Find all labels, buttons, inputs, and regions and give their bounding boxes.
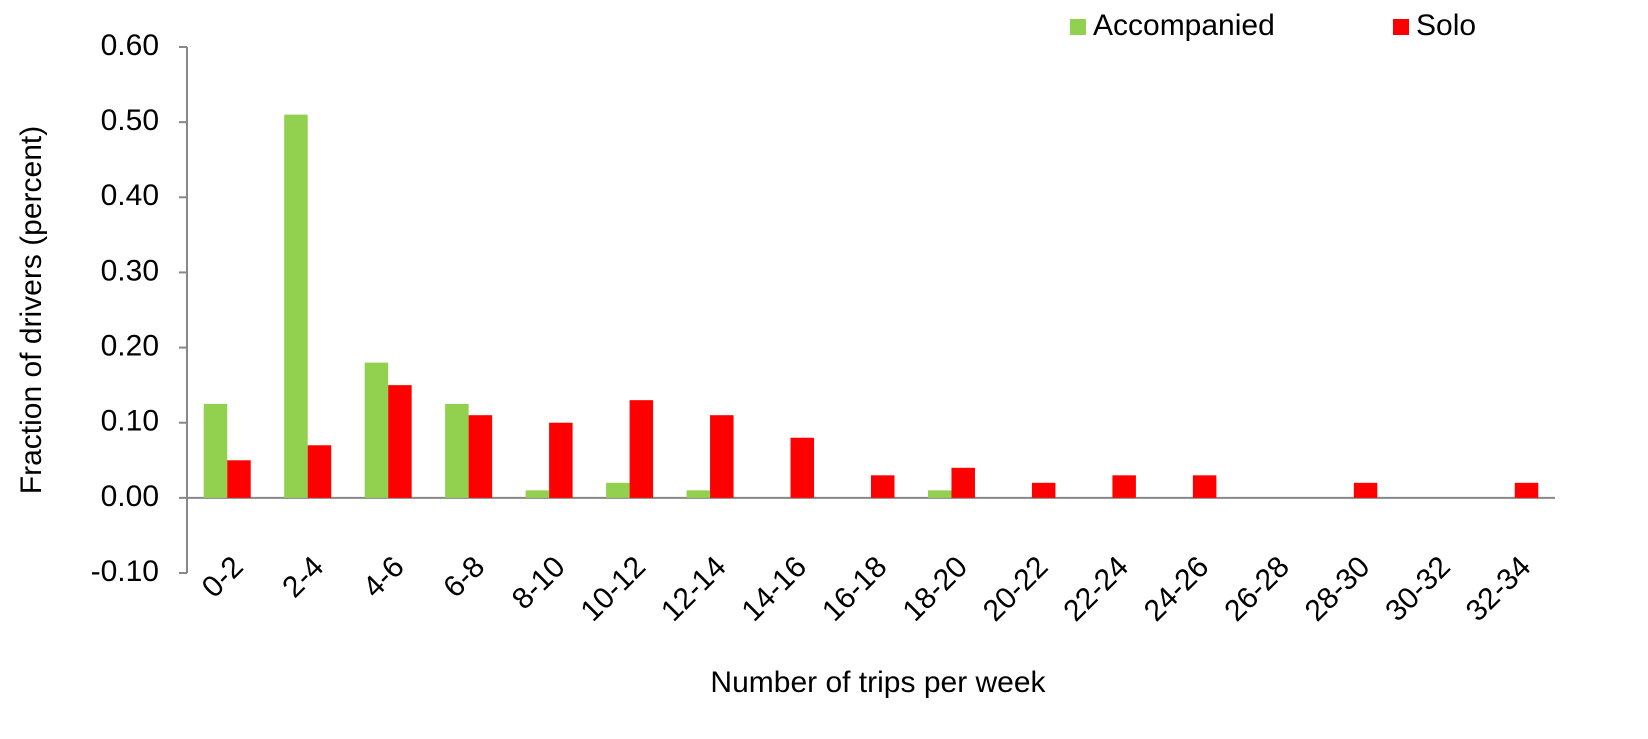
- x-tick-label: 12-14: [655, 550, 733, 628]
- y-tick-label: 0.10: [101, 405, 159, 438]
- x-tick-label: 24-26: [1138, 550, 1216, 628]
- x-tick-label: 30-32: [1379, 550, 1457, 628]
- x-tick-label: 26-28: [1218, 550, 1296, 628]
- bar: [284, 114, 308, 498]
- x-tick-label: 32-34: [1460, 550, 1538, 628]
- y-tick-label: -0.10: [91, 555, 159, 588]
- x-tick-label: 28-30: [1299, 550, 1377, 628]
- legend-label: Solo: [1416, 9, 1476, 42]
- legend-label: Accompanied: [1093, 9, 1275, 42]
- bar: [549, 422, 573, 498]
- bar: [468, 415, 493, 498]
- bar: [790, 437, 815, 498]
- bar: [203, 403, 228, 498]
- bar: [525, 490, 550, 498]
- bar: [1031, 482, 1056, 498]
- y-tick-label: 0.30: [101, 254, 159, 287]
- y-tick-label: 0.00: [101, 480, 159, 513]
- bar: [388, 385, 412, 498]
- x-tick-label: 18-20: [896, 550, 974, 628]
- y-axis-label: Fraction of drivers (percent): [15, 126, 48, 494]
- x-tick-label: 14-16: [735, 550, 813, 628]
- bar: [1192, 475, 1217, 498]
- bar: [1353, 482, 1378, 498]
- bar: [307, 445, 332, 498]
- x-tick-label: 2-4: [276, 550, 330, 604]
- x-tick-label: 6-8: [437, 550, 491, 604]
- bar: [606, 482, 630, 498]
- bar: [1112, 475, 1136, 498]
- x-axis-label: Number of trips per week: [710, 666, 1046, 699]
- x-tick-label: 16-18: [816, 550, 894, 628]
- bar: [1514, 482, 1539, 498]
- y-tick-label: 0.50: [101, 104, 159, 137]
- legend-swatch: [1393, 19, 1409, 35]
- bar: [951, 467, 975, 498]
- bar: [364, 362, 389, 498]
- bar: [445, 403, 469, 498]
- y-tick-label: 0.60: [101, 29, 159, 62]
- x-tick-label: 10-12: [575, 550, 653, 628]
- x-tick-label: 22-24: [1057, 550, 1135, 628]
- x-tick-label: 20-22: [977, 550, 1055, 628]
- bar: [629, 400, 654, 498]
- legend-swatch: [1070, 19, 1086, 35]
- y-tick-label: 0.40: [101, 179, 159, 212]
- bar: [927, 490, 952, 498]
- bar: [686, 490, 711, 498]
- bar: [710, 415, 734, 498]
- x-tick-label: 4-6: [357, 550, 411, 604]
- y-tick-label: 0.20: [101, 329, 159, 362]
- x-tick-label: 8-10: [506, 550, 572, 616]
- x-tick-label: 0-2: [196, 550, 250, 604]
- bar: [227, 460, 251, 498]
- bar: [871, 475, 895, 498]
